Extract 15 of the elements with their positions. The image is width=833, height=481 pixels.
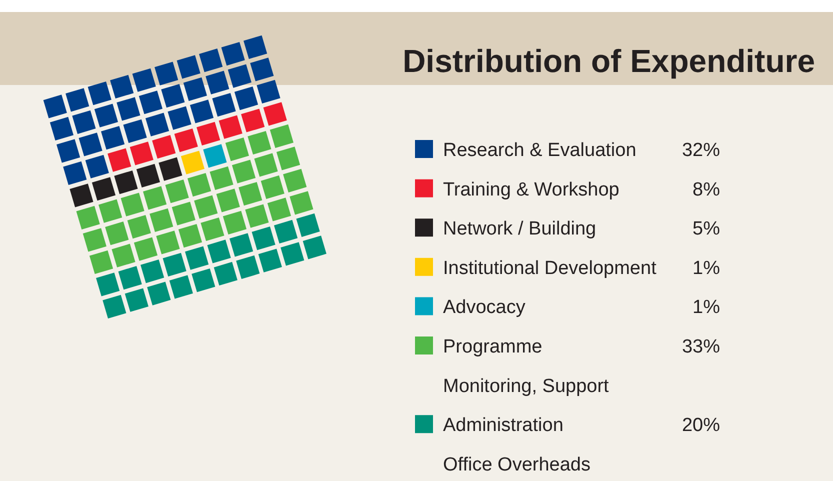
data-label: 33% [682,336,720,358]
category-label: Institutional Development [443,258,658,279]
data-label: 5% [692,218,720,240]
data-label: 1% [692,297,720,318]
text: Distribution of Expenditure [402,43,815,79]
data-label: 8% [692,179,720,200]
data-label: 32% [682,140,720,161]
category-label: Network / Building [443,218,596,240]
category-label: Research & Evaluation [443,140,636,161]
category-label: Advocacy [443,297,526,318]
category-label: Programme Monitoring, Support [443,336,610,397]
category-label: Training & Workshop [443,179,620,200]
data-label: 20% [682,415,720,436]
category-label: Administration Office Overheads [443,415,591,476]
data-label: 1% [692,258,720,279]
